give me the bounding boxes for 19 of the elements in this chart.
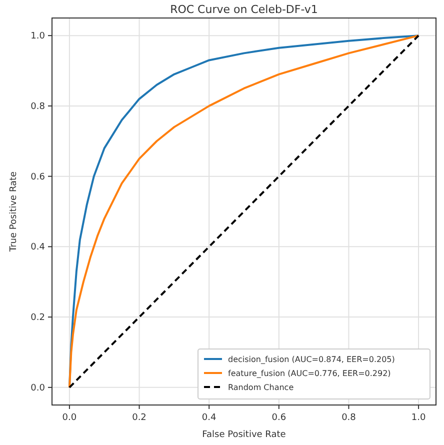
- x-tick-label: 0.4: [202, 413, 217, 423]
- legend-label: feature_fusion (AUC=0.776, EER=0.292): [228, 369, 391, 378]
- y-tick-label: 0.0: [30, 383, 46, 394]
- x-tick-label: 0.8: [342, 413, 356, 423]
- x-tick-label: 1.0: [411, 413, 426, 423]
- y-axis-title: True Positive Rate: [9, 170, 19, 253]
- x-tick-label: 0.0: [62, 413, 77, 423]
- y-tick-label: 0.8: [30, 102, 46, 112]
- legend-label: Random Chance: [228, 383, 294, 392]
- y-tick-label: 0.6: [30, 172, 46, 182]
- y-tick-label: 1.0: [30, 32, 46, 42]
- x-tick-label: 0.6: [272, 413, 286, 423]
- y-tick-label: 0.2: [30, 313, 45, 324]
- x-tick-label: 0.2: [132, 413, 146, 423]
- y-tick-label: 0.4: [30, 242, 46, 253]
- chart-title: ROC Curve on Celeb-DF-v1: [170, 3, 318, 16]
- line-series: [68, 34, 420, 388]
- legend-label: decision_fusion (AUC=0.874, EER=0.205): [228, 355, 395, 364]
- x-axis-title: False Positive Rate: [202, 430, 286, 440]
